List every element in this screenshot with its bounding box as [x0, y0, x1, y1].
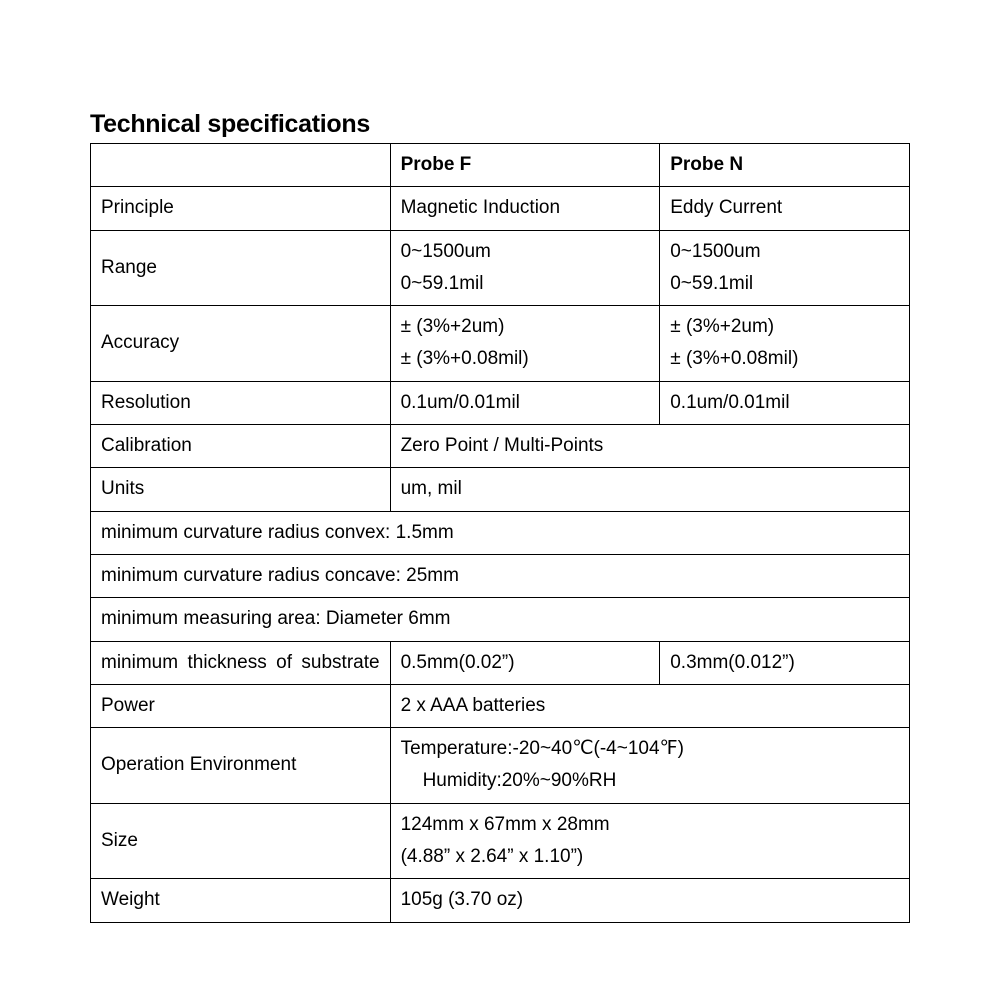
- table-row-curv-concave: minimum curvature radius concave: 25mm: [91, 554, 910, 597]
- accuracy-n-line1: ± (3%+2um): [670, 316, 774, 337]
- table-row-curv-convex: minimum curvature radius convex: 1.5mm: [91, 511, 910, 554]
- value-units: um, mil: [390, 468, 909, 511]
- table-row-header: Probe F Probe N: [91, 144, 910, 187]
- range-n-line2: 0~59.1mil: [670, 273, 753, 294]
- op-env-line2: Humidity:20%~90%RH: [401, 770, 617, 791]
- value-size: 124mm x 67mm x 28mm (4.88” x 2.64” x 1.1…: [390, 803, 909, 879]
- range-f-line2: 0~59.1mil: [401, 273, 484, 294]
- value-op-env: Temperature:-20~40℃(-4~104℉) Humidity:20…: [390, 728, 909, 804]
- value-calibration: Zero Point / Multi-Points: [390, 425, 909, 468]
- table-row-min-thickness: minimum thickness of substrate 0.5mm(0.0…: [91, 641, 910, 684]
- table-row-principle: Principle Magnetic Induction Eddy Curren…: [91, 187, 910, 230]
- label-weight: Weight: [91, 879, 391, 922]
- label-calibration: Calibration: [91, 425, 391, 468]
- op-env-line1: Temperature:-20~40℃(-4~104℉): [401, 738, 684, 759]
- range-f-line1: 0~1500um: [401, 241, 491, 262]
- page-container: Technical specifications Probe F Probe N…: [0, 0, 1000, 923]
- accuracy-n-line2: ± (3%+0.08mil): [670, 348, 798, 369]
- table-row-calibration: Calibration Zero Point / Multi-Points: [91, 425, 910, 468]
- table-row-power: Power 2 x AAA batteries: [91, 684, 910, 727]
- table-row-resolution: Resolution 0.1um/0.01mil 0.1um/0.01mil: [91, 381, 910, 424]
- table-row-size: Size 124mm x 67mm x 28mm (4.88” x 2.64” …: [91, 803, 910, 879]
- range-n-line1: 0~1500um: [670, 241, 760, 262]
- value-range-f: 0~1500um 0~59.1mil: [390, 230, 660, 306]
- table-row-op-env: Operation Environment Temperature:-20~40…: [91, 728, 910, 804]
- label-range: Range: [91, 230, 391, 306]
- label-resolution: Resolution: [91, 381, 391, 424]
- value-accuracy-f: ± (3%+2um) ± (3%+0.08mil): [390, 306, 660, 382]
- value-weight: 105g (3.70 oz): [390, 879, 909, 922]
- label-power: Power: [91, 684, 391, 727]
- value-resolution-f: 0.1um/0.01mil: [390, 381, 660, 424]
- value-min-thickness-n: 0.3mm(0.012”): [660, 641, 910, 684]
- value-min-area: minimum measuring area: Diameter 6mm: [91, 598, 910, 641]
- value-power: 2 x AAA batteries: [390, 684, 909, 727]
- size-line1: 124mm x 67mm x 28mm: [401, 814, 610, 835]
- accuracy-f-line2: ± (3%+0.08mil): [401, 348, 529, 369]
- label-principle: Principle: [91, 187, 391, 230]
- value-principle-f: Magnetic Induction: [390, 187, 660, 230]
- label-min-thickness: minimum thickness of substrate: [91, 641, 391, 684]
- table-row-min-area: minimum measuring area: Diameter 6mm: [91, 598, 910, 641]
- specs-table: Probe F Probe N Principle Magnetic Induc…: [90, 143, 910, 923]
- accuracy-f-line1: ± (3%+2um): [401, 316, 505, 337]
- value-principle-n: Eddy Current: [660, 187, 910, 230]
- table-row-accuracy: Accuracy ± (3%+2um) ± (3%+0.08mil) ± (3%…: [91, 306, 910, 382]
- header-blank: [91, 144, 391, 187]
- label-accuracy: Accuracy: [91, 306, 391, 382]
- value-range-n: 0~1500um 0~59.1mil: [660, 230, 910, 306]
- label-size: Size: [91, 803, 391, 879]
- value-curv-convex: minimum curvature radius convex: 1.5mm: [91, 511, 910, 554]
- table-row-weight: Weight 105g (3.70 oz): [91, 879, 910, 922]
- value-curv-concave: minimum curvature radius concave: 25mm: [91, 554, 910, 597]
- label-op-env: Operation Environment: [91, 728, 391, 804]
- table-row-units: Units um, mil: [91, 468, 910, 511]
- size-line2: (4.88” x 2.64” x 1.10”): [401, 846, 584, 867]
- label-units: Units: [91, 468, 391, 511]
- header-probe-n: Probe N: [660, 144, 910, 187]
- section-title: Technical specifications: [90, 110, 915, 139]
- value-accuracy-n: ± (3%+2um) ± (3%+0.08mil): [660, 306, 910, 382]
- table-row-range: Range 0~1500um 0~59.1mil 0~1500um 0~59.1…: [91, 230, 910, 306]
- value-resolution-n: 0.1um/0.01mil: [660, 381, 910, 424]
- value-min-thickness-f: 0.5mm(0.02”): [390, 641, 660, 684]
- header-probe-f: Probe F: [390, 144, 660, 187]
